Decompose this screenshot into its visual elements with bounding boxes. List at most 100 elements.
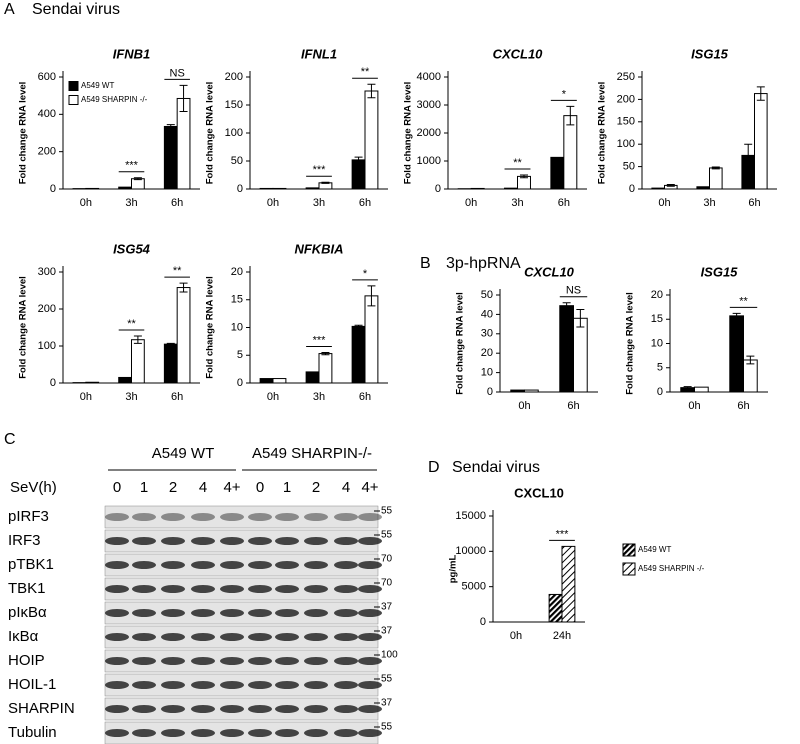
band: [161, 537, 185, 545]
legend-label: A549 SHARPIN -/-: [81, 95, 148, 104]
bar: [696, 186, 711, 190]
bar: [470, 187, 485, 190]
bar: [651, 187, 666, 190]
band: [191, 657, 215, 665]
y-tick-label: 5: [657, 362, 663, 374]
bar: [85, 381, 100, 384]
band: [248, 681, 272, 689]
bar: [163, 125, 178, 190]
band: [220, 729, 244, 737]
x-tick-label: 6h: [359, 197, 371, 209]
chart-title: ISG15: [701, 264, 739, 279]
band: [358, 681, 382, 689]
bar: [351, 325, 366, 384]
band: [275, 513, 299, 521]
band: [132, 705, 156, 713]
x-tick-label: 0h: [267, 197, 279, 209]
marker-label: 55: [381, 530, 393, 541]
y-tick-label: 0: [50, 377, 56, 389]
y-tick-label: 50: [231, 155, 243, 167]
lane-label: 2: [169, 479, 177, 496]
band: [161, 681, 185, 689]
y-tick-label: 5: [237, 349, 243, 361]
bar: [118, 186, 132, 190]
y-tick-label: 150: [225, 99, 243, 111]
legend-label: A549 WT: [81, 81, 114, 90]
error-bar: [744, 143, 753, 168]
band: [304, 657, 328, 665]
significance-label: ***: [556, 528, 570, 540]
band: [358, 705, 382, 713]
bar: [364, 90, 379, 190]
error-bar: [732, 312, 741, 319]
x-tick-label: 0h: [80, 197, 92, 209]
band: [161, 561, 185, 569]
x-tick-label: 6h: [171, 391, 183, 403]
band: [132, 561, 156, 569]
y-tick-label: 400: [38, 108, 56, 120]
y-tick-label: 0: [237, 183, 243, 195]
bar: [118, 376, 132, 384]
bar: [259, 378, 274, 384]
y-tick-label: 15: [651, 313, 663, 325]
bar: [559, 305, 575, 393]
band: [334, 561, 358, 569]
y-tick-label: 0: [487, 386, 493, 398]
marker-label: 37: [381, 626, 393, 637]
band: [334, 609, 358, 617]
x-tick-label: 3h: [703, 197, 715, 209]
band: [191, 537, 215, 545]
band: [191, 585, 215, 593]
band: [334, 657, 358, 665]
bar: [694, 386, 709, 393]
y-axis-label: Fold change RNA level: [18, 82, 29, 185]
band: [304, 633, 328, 641]
band: [275, 609, 299, 617]
band: [191, 681, 215, 689]
band: [220, 513, 244, 521]
y-tick-label: 4000: [417, 71, 441, 83]
band: [358, 729, 382, 737]
y-tick-label: 15: [231, 294, 243, 306]
lane-label: 1: [140, 479, 148, 496]
x-tick-label: 3h: [511, 197, 523, 209]
panel-letter: C: [4, 431, 16, 448]
band: [275, 729, 299, 737]
y-tick-label: 15000: [455, 510, 486, 522]
legend-swatch: [622, 562, 636, 576]
band: [304, 705, 328, 713]
y-tick-label: 0: [480, 616, 486, 628]
y-tick-label: 10: [231, 321, 243, 333]
marker-label: 70: [381, 554, 393, 565]
band: [248, 633, 272, 641]
y-axis-label: Fold change RNA level: [205, 82, 216, 185]
significance-label: *: [363, 268, 368, 280]
marker-label: 37: [381, 602, 393, 613]
y-tick-label: 150: [617, 116, 635, 128]
error-bar: [166, 124, 175, 129]
error-bar: [566, 105, 575, 126]
band: [220, 561, 244, 569]
band: [248, 585, 272, 593]
panel-title: Sendai virus: [452, 459, 540, 476]
error-bar: [746, 355, 755, 365]
x-tick-label: 0h: [80, 391, 92, 403]
bar: [176, 97, 191, 190]
group-label: A549 WT: [152, 445, 215, 462]
error-bar: [321, 351, 330, 356]
band: [304, 681, 328, 689]
chart-title: CXCL10: [493, 46, 544, 61]
time-label: SeV(h): [10, 479, 57, 496]
legend-swatch: [68, 95, 79, 105]
band: [304, 537, 328, 545]
chart-title: ISG54: [113, 241, 151, 256]
chart-title: ISG15: [691, 46, 729, 61]
band: [132, 609, 156, 617]
x-tick-label: 0h: [510, 630, 522, 642]
y-tick-label: 100: [617, 138, 635, 150]
x-tick-label: 6h: [558, 197, 570, 209]
band: [220, 657, 244, 665]
bar: [510, 389, 525, 393]
band: [304, 561, 328, 569]
band: [334, 633, 358, 641]
